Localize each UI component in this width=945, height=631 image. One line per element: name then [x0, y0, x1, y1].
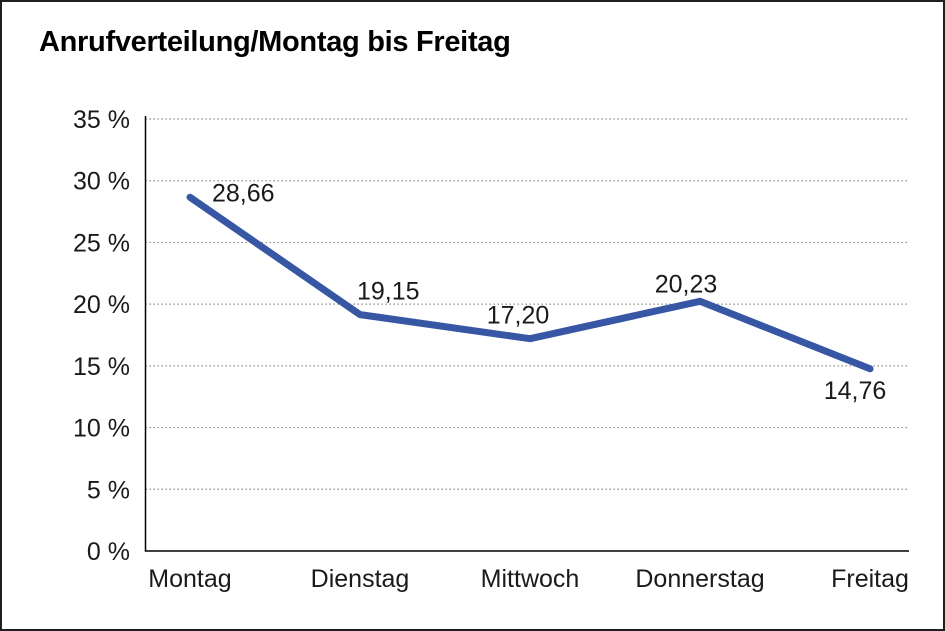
- y-axis-tick-label: 10 %: [73, 415, 130, 443]
- x-axis-category-label: Mittwoch: [481, 565, 580, 593]
- y-axis-tick-label: 15 %: [73, 353, 130, 381]
- x-axis-category-label: Freitag: [831, 565, 909, 593]
- series-line: [186, 193, 874, 373]
- y-axis-tick-label: 0 %: [87, 538, 130, 566]
- x-axis-category-label: Donnerstag: [635, 565, 764, 593]
- data-point-label: 19,15: [357, 278, 420, 306]
- data-point-label: 28,66: [212, 179, 275, 207]
- y-axis-tick-label: 35 %: [73, 106, 130, 134]
- y-axis-tick-label: 20 %: [73, 291, 130, 319]
- y-axis-tick-label: 30 %: [73, 168, 130, 196]
- y-axis-tick-label: 25 %: [73, 229, 130, 257]
- data-point-label: 14,76: [824, 377, 887, 405]
- x-axis-category-label: Dienstag: [311, 565, 410, 593]
- data-point-label: 20,23: [655, 270, 718, 298]
- axis-lines: [144, 116, 909, 552]
- y-axis-tick-label: 5 %: [87, 476, 130, 504]
- x-axis-category-label: Montag: [148, 565, 231, 593]
- chart-title: Anrufverteilung/Montag bis Freitag: [39, 26, 511, 58]
- data-point-label: 17,20: [487, 302, 550, 330]
